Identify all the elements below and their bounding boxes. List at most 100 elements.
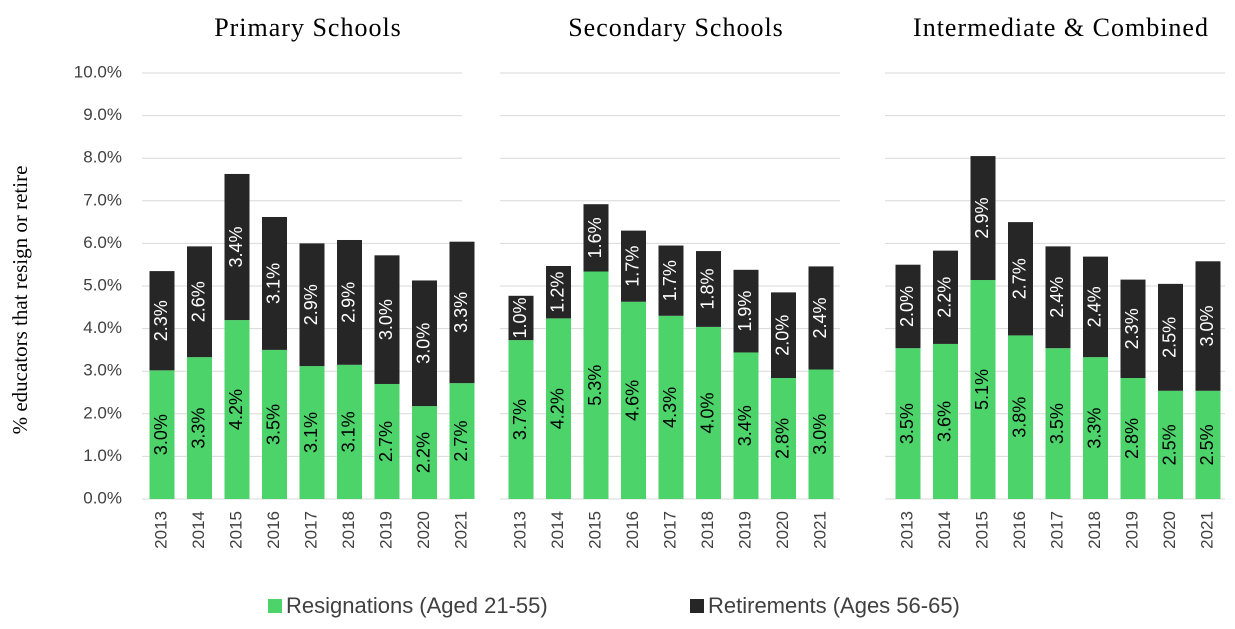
bar-segment [449, 383, 475, 499]
data-label: 2.4% [810, 297, 830, 338]
bar-segment [583, 204, 609, 272]
data-label: 3.4% [226, 227, 246, 268]
bar-segment [658, 245, 684, 316]
bar-segment [583, 271, 609, 499]
data-label: 4.2% [547, 388, 567, 429]
legend-label: Resignations (Aged 21-55) [286, 593, 548, 618]
bar-segment [1195, 261, 1221, 391]
data-label: 2.7% [1009, 258, 1029, 299]
y-tick-label: 10.0% [74, 62, 122, 81]
bar-segment [187, 246, 212, 358]
bar-segment [374, 255, 400, 384]
data-label: 1.7% [622, 246, 642, 287]
x-tick-label: 2018 [698, 511, 717, 549]
data-label: 3.4% [735, 405, 755, 446]
bar-segment [1083, 256, 1108, 358]
bar-segment [508, 295, 534, 341]
bar-segment [933, 343, 958, 499]
bar-segment [546, 318, 571, 499]
bar-segment [262, 216, 287, 350]
x-tick-label: 2020 [773, 511, 792, 549]
x-tick-label: 2013 [897, 511, 916, 549]
bar-segment [1083, 357, 1108, 499]
bar-segment [187, 357, 212, 499]
bar-segment [299, 243, 325, 367]
data-label: 3.0% [1197, 306, 1217, 347]
bar-segment [733, 352, 759, 499]
x-tick-label: 2013 [151, 511, 170, 549]
bar-segment [1158, 283, 1183, 391]
x-tick-label: 2016 [264, 511, 283, 549]
y-tick-label: 7.0% [83, 190, 122, 209]
data-label: 2.5% [1159, 424, 1179, 465]
data-label: 4.3% [660, 387, 680, 428]
bar-segment [1195, 390, 1221, 499]
data-label: 2.9% [972, 198, 992, 239]
bar-segment [1008, 335, 1033, 499]
data-label: 1.9% [735, 291, 755, 332]
bar-segment [1158, 390, 1183, 499]
data-label: 2.0% [772, 315, 792, 356]
data-label: 2.0% [897, 286, 917, 327]
bar-segment [970, 280, 996, 499]
bar-segment [696, 251, 721, 327]
bar-segment [696, 326, 721, 499]
data-label: 5.3% [585, 365, 605, 406]
y-tick-label: 2.0% [83, 403, 122, 422]
y-axis-label: % educators that resign or retire [8, 166, 32, 435]
data-label: 3.1% [263, 263, 283, 304]
x-tick-label: 2015 [226, 511, 245, 549]
data-label: 3.5% [263, 404, 283, 445]
y-tick-label: 0.0% [83, 488, 122, 507]
x-tick-label: 2021 [451, 511, 470, 549]
data-label: 2.4% [1047, 277, 1067, 318]
data-label: 2.5% [1197, 424, 1217, 465]
bar-segment [1008, 222, 1033, 336]
bar-segment [621, 230, 646, 302]
bar-segment [449, 241, 475, 384]
y-tick-label: 4.0% [83, 318, 122, 337]
bar-segment [508, 340, 534, 499]
x-tick-label: 2018 [1085, 511, 1104, 549]
data-label: 2.8% [772, 418, 792, 459]
x-tick-label: 2014 [935, 511, 954, 549]
bar-segment [1045, 348, 1071, 499]
x-tick-label: 2020 [414, 511, 433, 549]
data-label: 1.0% [510, 297, 530, 338]
data-label: 2.3% [1122, 308, 1142, 349]
data-label: 1.6% [585, 217, 605, 258]
legend-swatch [690, 599, 704, 613]
data-label: 2.2% [413, 432, 433, 473]
x-tick-label: 2015 [585, 511, 604, 549]
data-label: 3.1% [301, 412, 321, 453]
data-label: 2.4% [1084, 286, 1104, 327]
data-label: 2.7% [451, 421, 471, 462]
bar-segment [149, 370, 175, 499]
x-tick-label: 2018 [339, 511, 358, 549]
bar-segment [299, 366, 325, 499]
x-tick-label: 2016 [623, 511, 642, 549]
data-label: 3.3% [1084, 408, 1104, 449]
legend-label: Retirements (Ages 56-65) [708, 593, 960, 618]
x-tick-label: 2021 [810, 511, 829, 549]
bar-segment [771, 378, 796, 499]
bar-segment [808, 266, 834, 370]
data-label: 4.6% [622, 380, 642, 421]
data-label: 2.9% [301, 284, 321, 325]
y-tick-label: 3.0% [83, 361, 122, 380]
x-tick-label: 2019 [376, 511, 395, 549]
y-tick-label: 1.0% [83, 446, 122, 465]
data-label: 2.5% [1159, 317, 1179, 358]
bar-segment [337, 364, 362, 499]
bar-segment [658, 315, 684, 499]
x-tick-label: 2014 [189, 511, 208, 549]
y-tick-label: 8.0% [83, 148, 122, 167]
x-tick-label: 2019 [735, 511, 754, 549]
bar-segment [412, 280, 437, 407]
bar-segment [149, 271, 175, 371]
data-label: 3.3% [188, 408, 208, 449]
data-label: 2.3% [151, 300, 171, 341]
x-tick-label: 2017 [1047, 511, 1066, 549]
bar-segment [1120, 378, 1146, 499]
panel-title: Intermediate & Combined [913, 13, 1209, 42]
